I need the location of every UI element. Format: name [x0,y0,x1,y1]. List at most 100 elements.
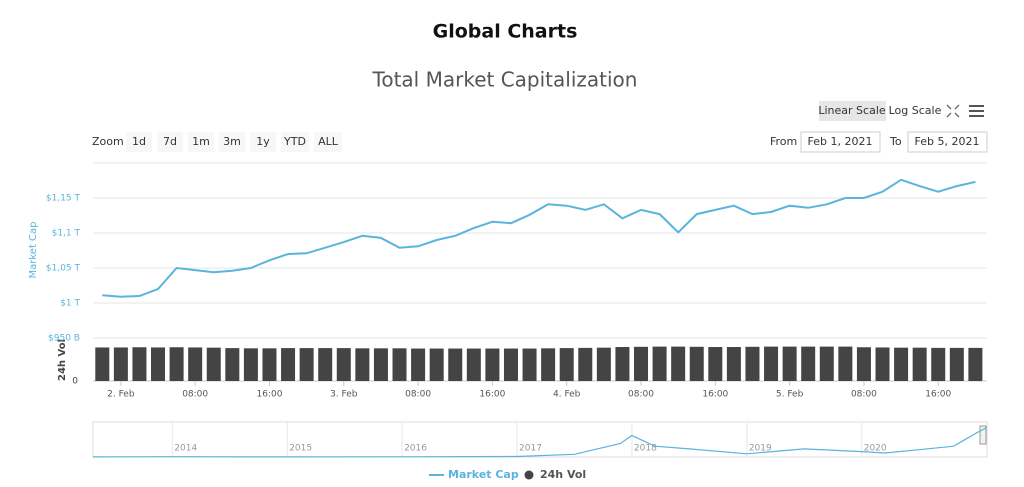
x-tick-label: 16:00 [702,390,728,400]
volume-bar [243,348,258,381]
to-value: Feb 5, 2021 [915,135,980,148]
fullscreen-icon[interactable] [946,104,960,118]
chart-title: Total Market Capitalization [372,68,638,92]
volume-bar [541,348,556,381]
volume-bar [206,347,221,381]
to-label: To [889,135,902,148]
from-label: From [770,135,797,148]
volume-bar [318,348,333,381]
zoom-button[interactable]: ALL [318,135,339,148]
volume-bar [894,347,909,381]
navigator-tick-label: 2016 [404,444,427,454]
zoom-button[interactable]: 7d [163,135,177,148]
volume-bar [466,348,481,381]
volume-bar [801,346,816,381]
volume-bar [782,346,797,381]
to-input[interactable] [907,131,988,153]
page-title: Global Charts [433,21,578,43]
navigator-line [92,426,988,458]
volume-bar [281,348,296,381]
volume-bar [169,347,184,381]
x-tick-label: 08:00 [851,390,877,400]
volume-bar [225,348,240,381]
volume-bar [838,346,853,381]
zoom-button[interactable]: 1m [192,135,210,148]
navigator-tick-label: 2015 [289,444,312,454]
volume-bar [726,347,741,381]
from-input[interactable] [800,131,881,153]
scale-button[interactable]: Log Scale [889,104,942,117]
navigator-tick-label: 2020 [864,444,887,454]
volume-bar [132,347,147,381]
volume-bar [634,346,649,381]
zoom-button-bg [281,132,309,152]
zoom-button[interactable]: 1d [132,135,146,148]
volume-bar [875,347,890,381]
y-tick-label: $1,15 T [46,194,81,204]
menu-icon[interactable] [969,105,984,117]
x-tick-label: 5. Feb [776,390,804,400]
volume-bar [596,347,611,381]
volume-bar [188,347,203,381]
volume-bar [912,347,927,381]
x-tick-label: 16:00 [479,390,505,400]
zoom-button[interactable]: 1y [256,135,270,148]
y-tick-label: $1 T [60,299,80,309]
x-tick-label: 2. Feb [107,390,135,400]
volume-bar [373,348,388,381]
zoom-button[interactable]: YTD [283,135,306,148]
volume-bar [949,347,964,381]
zoom-button-bg [314,132,342,152]
volume-bar [429,348,444,381]
volume-bar [689,346,704,381]
volume-bar [336,348,351,381]
y-tick-label: $950 B [48,334,80,344]
legend-label: 24h Vol [540,468,586,481]
volume-bar [448,348,463,381]
y2-tick-label: 0 [72,377,78,387]
volume-bar [262,348,277,381]
volume-bar [968,347,983,381]
volume-bar [652,346,667,381]
navigator-tick-label: 2018 [634,444,657,454]
legend-label: Market Cap [448,468,519,481]
volume-bar [671,346,686,381]
x-tick-label: 08:00 [405,390,431,400]
y-tick-label: $1,1 T [52,229,81,239]
y2-axis-label: 24h Vol [57,339,68,381]
y-tick-label: $1,05 T [46,264,81,274]
x-tick-label: 08:00 [628,390,654,400]
volume-bar [745,346,760,381]
volume-bar [299,348,314,381]
volume-bar [485,348,500,381]
navigator-tick-label: 2017 [519,444,542,454]
zoom-button-bg [250,132,276,152]
navigator-tick-label: 2014 [174,444,197,454]
y-axis-label: Market Cap [28,221,39,278]
zoom-button[interactable]: 3m [223,135,241,148]
market-cap-line [102,178,976,298]
x-tick-label: 16:00 [257,390,283,400]
volume-bar [856,347,871,381]
volume-bar [151,347,166,381]
volume-bar [559,348,574,381]
volume-bar [764,346,779,381]
volume-bar [931,347,946,381]
legend-dot [524,470,534,480]
volume-bar [392,348,407,381]
navigator-frame [92,421,988,458]
volume-bar [355,348,370,381]
zoom-button-bg [157,132,183,152]
volume-bar [522,348,537,381]
x-tick-label: 4. Feb [553,390,581,400]
x-tick-label: 08:00 [182,390,208,400]
zoom-label: Zoom [92,135,124,148]
x-tick-label: 16:00 [925,390,951,400]
volume-bar [708,347,723,381]
navigator-handle[interactable] [979,425,987,445]
scale-button[interactable]: Linear Scale [818,104,886,117]
volume-bar [615,347,630,381]
zoom-button-bg [188,132,214,152]
navigator-tick-label: 2019 [749,444,772,454]
